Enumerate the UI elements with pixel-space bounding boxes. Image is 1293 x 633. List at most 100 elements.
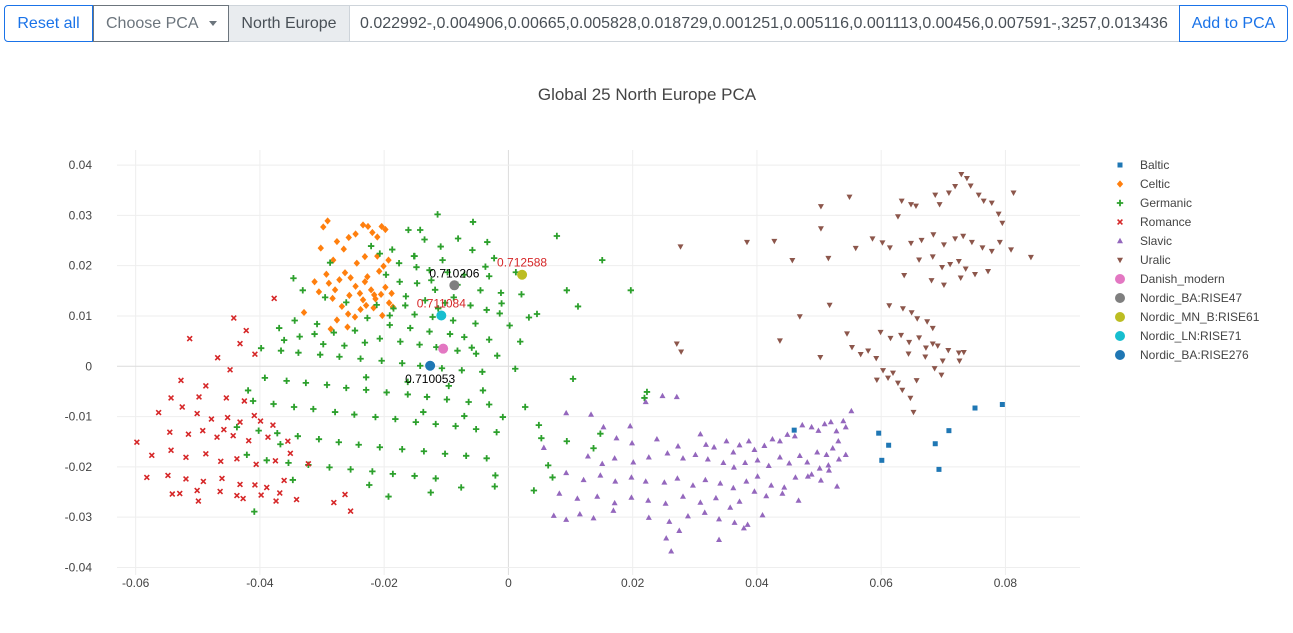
slavic-point[interactable]	[744, 521, 751, 527]
uralic-point[interactable]	[898, 198, 905, 204]
uralic-point[interactable]	[848, 344, 855, 351]
slavic-point[interactable]	[776, 438, 783, 444]
slavic-point[interactable]	[599, 460, 606, 467]
germanic-point[interactable]	[389, 470, 397, 478]
slavic-point[interactable]	[745, 438, 752, 444]
slavic-point[interactable]	[556, 490, 563, 496]
germanic-point[interactable]	[416, 226, 424, 234]
germanic-point[interactable]	[427, 489, 434, 496]
legend-item-germanic[interactable]: Germanic	[1116, 196, 1192, 210]
romance-point[interactable]	[223, 394, 230, 401]
romance-point[interactable]	[224, 414, 231, 421]
germanic-point[interactable]	[343, 384, 350, 392]
slavic-point[interactable]	[825, 462, 832, 468]
celtic-point[interactable]	[323, 270, 330, 278]
legend-item-nordic-ba-rise276[interactable]: Nordic_BA:RISE276	[1115, 348, 1249, 362]
germanic-point[interactable]	[315, 436, 323, 443]
romance-point[interactable]	[200, 478, 207, 485]
germanic-point[interactable]	[313, 320, 321, 328]
germanic-point[interactable]	[438, 365, 446, 372]
germanic-point[interactable]	[331, 408, 339, 416]
uralic-point[interactable]	[844, 331, 851, 337]
slavic-point[interactable]	[610, 507, 617, 513]
slavic-point[interactable]	[754, 457, 761, 463]
romance-point[interactable]	[233, 455, 240, 462]
chart-legend[interactable]: Baltic Celtic Germanic Romance Slavic Uralic D…	[1115, 158, 1260, 362]
uralic-point[interactable]	[910, 409, 917, 416]
uralic-point[interactable]	[826, 302, 833, 309]
germanic-point[interactable]	[538, 434, 545, 442]
germanic-point[interactable]	[255, 427, 262, 434]
germanic-point[interactable]	[341, 342, 348, 349]
uralic-point[interactable]	[817, 226, 824, 232]
slavic-point[interactable]	[628, 494, 635, 500]
slavic-point[interactable]	[727, 504, 734, 510]
germanic-point[interactable]	[467, 302, 474, 309]
legend-item-uralic[interactable]: Uralic	[1117, 253, 1171, 267]
legend-item-nordic-ba-rise47[interactable]: Nordic_BA:RISE47	[1115, 291, 1242, 305]
romance-point[interactable]	[237, 481, 243, 488]
slavic-point[interactable]	[808, 471, 815, 477]
uralic-point[interactable]	[929, 254, 936, 260]
legend-item-danish-modern[interactable]: Danish_modern	[1115, 272, 1225, 286]
baltic-point[interactable]	[936, 466, 942, 472]
uralic-point[interactable]	[865, 348, 872, 354]
uralic-point[interactable]	[980, 198, 987, 204]
germanic-point[interactable]	[373, 301, 380, 309]
germanic-point[interactable]	[494, 352, 501, 359]
germanic-point[interactable]	[458, 367, 466, 374]
germanic-point[interactable]	[525, 314, 533, 321]
slavic-point[interactable]	[661, 479, 668, 485]
germanic-point[interactable]	[405, 226, 412, 234]
germanic-point[interactable]	[420, 448, 428, 455]
germanic-point[interactable]	[251, 508, 258, 515]
germanic-point[interactable]	[485, 273, 493, 280]
germanic-point[interactable]	[407, 324, 414, 332]
baltic-point[interactable]	[879, 457, 885, 463]
germanic-point[interactable]	[326, 259, 334, 266]
germanic-point[interactable]	[485, 336, 493, 343]
germanic-point[interactable]	[294, 432, 301, 440]
slavic-point[interactable]	[842, 423, 849, 430]
uralic-point[interactable]	[886, 303, 893, 309]
germanic-point[interactable]	[366, 481, 373, 489]
slavic-point[interactable]	[814, 449, 821, 455]
germanic-point[interactable]	[277, 347, 285, 354]
slavic-point[interactable]	[689, 482, 696, 488]
celtic-point[interactable]	[382, 283, 389, 291]
uralic-point[interactable]	[995, 211, 1002, 218]
celtic-point[interactable]	[382, 225, 389, 234]
baltic-point[interactable]	[791, 427, 797, 433]
celtic-point[interactable]	[351, 313, 359, 321]
slavic-point[interactable]	[704, 456, 711, 462]
celtic-point[interactable]	[330, 256, 337, 264]
germanic-point[interactable]	[261, 374, 269, 382]
uralic-point[interactable]	[996, 239, 1003, 246]
germanic-point[interactable]	[423, 393, 431, 401]
romance-point[interactable]	[202, 450, 209, 457]
romance-point[interactable]	[230, 315, 237, 321]
slavic-point[interactable]	[611, 455, 618, 461]
uralic-point[interactable]	[894, 380, 901, 387]
uralic-point[interactable]	[873, 356, 880, 362]
germanic-point[interactable]	[590, 445, 597, 452]
slavic-point[interactable]	[779, 490, 786, 496]
uralic-point[interactable]	[776, 338, 783, 344]
uralic-point[interactable]	[677, 244, 684, 250]
celtic-point[interactable]	[315, 288, 323, 296]
slavic-point[interactable]	[611, 499, 618, 506]
uralic-point[interactable]	[916, 257, 923, 263]
uralic-point[interactable]	[852, 245, 859, 252]
germanic-point[interactable]	[457, 484, 465, 491]
uralic-point[interactable]	[939, 358, 946, 364]
slavic-point[interactable]	[743, 478, 750, 484]
slavic-point[interactable]	[816, 465, 823, 471]
slavic-point[interactable]	[795, 497, 802, 503]
slavic-point[interactable]	[701, 509, 708, 515]
uralic-point[interactable]	[771, 238, 778, 245]
germanic-point[interactable]	[362, 374, 370, 381]
uralic-point[interactable]	[975, 192, 982, 198]
slavic-point[interactable]	[792, 474, 799, 480]
uralic-point[interactable]	[846, 194, 853, 200]
germanic-point[interactable]	[311, 330, 318, 338]
